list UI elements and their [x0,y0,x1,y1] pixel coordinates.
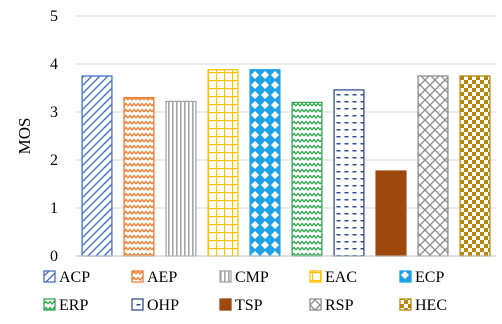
y-tick-label: 5 [50,8,58,25]
bar-ohp [333,89,365,257]
legend-swatch [399,270,412,283]
bar-rsp [417,75,449,257]
bar-eac [207,69,239,257]
legend-swatch [131,270,144,283]
legend-swatch [219,298,232,311]
bar-aep [123,96,155,257]
y-tick-label: 3 [50,104,58,121]
legend-swatch [399,298,412,311]
bar-acp [81,75,113,257]
legend-label: OHP [147,297,179,314]
legend-swatch [43,298,56,311]
legend-label: HEC [415,297,447,314]
legend: ACP AEP CMP EAC ECP ERP OHP TSP RSP HEC [43,269,447,314]
y-tick-label: 1 [50,200,58,217]
bar-ecp [249,69,281,257]
legend-label: ECP [415,269,444,286]
legend-label: ACP [59,269,90,286]
y-tick-label: 2 [50,152,58,169]
y-tick-label: 0 [50,248,58,265]
legend-swatch [309,270,322,283]
legend-swatch [309,298,322,311]
legend-swatch [219,270,232,283]
bar-hec [459,75,491,257]
legend-label: ERP [59,297,88,314]
legend-swatch [43,270,56,283]
bar-erp [291,101,323,257]
bars [81,69,491,257]
y-tick-label: 4 [50,56,58,73]
legend-label: EAC [325,269,357,286]
bar-tsp [375,170,407,257]
legend-label: AEP [147,269,177,286]
legend-swatch [131,298,144,311]
legend-label: CMP [235,269,269,286]
legend-label: RSP [325,297,354,314]
y-axis-ticks: 0 1 2 3 4 5 [50,8,58,265]
y-axis-title: MOS [15,118,34,155]
bar-cmp [165,100,197,257]
legend-label: TSP [235,297,263,314]
